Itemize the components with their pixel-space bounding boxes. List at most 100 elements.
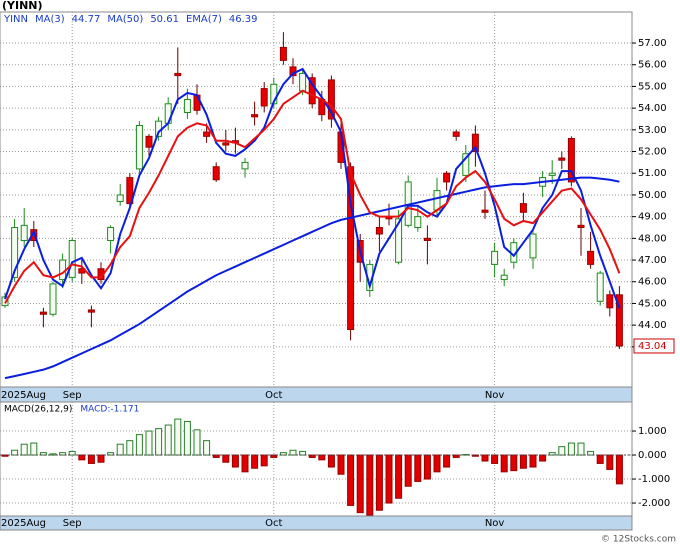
macd-bar: [318, 454, 326, 461]
macd-bar: [510, 454, 518, 472]
x-tick-label: 2025Aug: [1, 390, 46, 401]
y-tick-label: 48.00: [638, 233, 667, 244]
macd-bar: [567, 442, 575, 456]
watermark: © 12Stocks.com: [601, 535, 676, 545]
candle-body: [558, 157, 566, 161]
macd-bar: [59, 452, 67, 456]
y-tick-label: 0.000: [638, 450, 667, 461]
candle-body: [212, 166, 220, 181]
macd-bar: [87, 454, 95, 464]
macd-bar: [20, 443, 28, 456]
candle-body: [279, 46, 287, 61]
macd-bar: [366, 454, 374, 516]
macd-bar: [299, 450, 307, 456]
candle-body: [30, 229, 38, 242]
candle-body: [519, 203, 527, 213]
macd-bar: [327, 454, 335, 468]
macd-bar: [126, 440, 134, 456]
macd-bar: [260, 454, 268, 467]
y-tick-label: -2.000: [638, 498, 670, 509]
candle-body: [87, 309, 95, 313]
candle-body: [462, 153, 470, 176]
macd-bar: [222, 454, 230, 463]
y-tick-label: 46.00: [638, 277, 667, 288]
candle-body: [452, 131, 460, 137]
macd-bar: [606, 454, 614, 470]
macd-bar: [529, 454, 537, 468]
candle-body: [567, 138, 575, 183]
x-tick-label: Oct: [265, 390, 282, 401]
macd-bar: [251, 454, 259, 469]
y-tick-label: 52.00: [638, 147, 667, 158]
candle-body: [59, 259, 67, 281]
macd-bar: [155, 428, 163, 456]
y-tick-label: 1.000: [638, 426, 667, 437]
macd-bar: [500, 454, 508, 473]
x-tick-label: 2025Aug: [1, 518, 46, 529]
ma-line: [4, 67, 621, 309]
candle-body: [11, 226, 19, 278]
y-tick-label: 53.00: [638, 125, 667, 136]
macd-bar: [241, 454, 249, 473]
legend-text: MA(50): [107, 14, 143, 25]
x-tick-label: Sep: [63, 518, 82, 529]
candle-body: [606, 294, 614, 309]
macd-bar: [491, 454, 499, 464]
macd-bar: [615, 454, 623, 485]
y-tick-label: 49.00: [638, 212, 667, 223]
candle-body: [596, 272, 604, 302]
macd-bar: [11, 449, 19, 456]
macd-bar: [558, 446, 566, 456]
legend-text: 50.61: [150, 14, 179, 25]
candle-body: [174, 72, 182, 77]
macd-bar: [68, 450, 76, 456]
macd-bar: [193, 429, 201, 456]
macd-bar: [337, 454, 345, 475]
macd-bar: [395, 454, 403, 499]
candle-body: [471, 133, 479, 153]
macd-bar: [375, 454, 383, 511]
candle-body: [327, 79, 335, 120]
legend-text: 46.39: [229, 14, 258, 25]
macd-bar: [279, 452, 287, 456]
macd-bar: [356, 454, 364, 514]
y-tick-label: 54.00: [638, 103, 667, 114]
macd-bar: [39, 452, 47, 456]
macd-bar: [135, 434, 143, 456]
candle-body: [395, 218, 403, 263]
y-tick-label: 51.00: [638, 168, 667, 179]
x-tick-label: Nov: [485, 518, 505, 529]
macd-bar: [587, 450, 595, 456]
candle-body: [107, 226, 115, 242]
candle-body: [308, 77, 316, 105]
macd-bar: [97, 454, 105, 463]
candle-body: [251, 114, 259, 118]
candle-body: [529, 233, 537, 259]
candle-body: [481, 209, 489, 213]
macd-bar: [433, 454, 441, 473]
ma-line: [4, 89, 621, 304]
macd-bar: [30, 442, 38, 456]
macd-bar: [78, 454, 86, 461]
candle-body: [443, 172, 451, 183]
candle-body: [135, 124, 143, 170]
legend-text: MACD:-1.171: [80, 405, 139, 415]
y-tick-label: -1.000: [638, 474, 670, 485]
candle-body: [260, 88, 268, 107]
macd-bar: [385, 454, 393, 504]
candle-body: [433, 190, 441, 211]
candle-body: [587, 250, 595, 265]
date-strip: [0, 515, 633, 531]
macd-bar: [174, 418, 182, 456]
macd-bar: [471, 454, 479, 457]
date-strip: [0, 386, 633, 403]
candle-body: [299, 72, 307, 92]
y-tick-label: 55.00: [638, 81, 667, 92]
y-tick-label: 44.00: [638, 320, 667, 331]
ma-line: [4, 176, 620, 380]
candle-body: [49, 283, 57, 315]
candle-body: [500, 274, 508, 281]
candle-body: [126, 177, 134, 205]
candle-body: [116, 194, 124, 202]
macd-bar: [423, 454, 431, 480]
